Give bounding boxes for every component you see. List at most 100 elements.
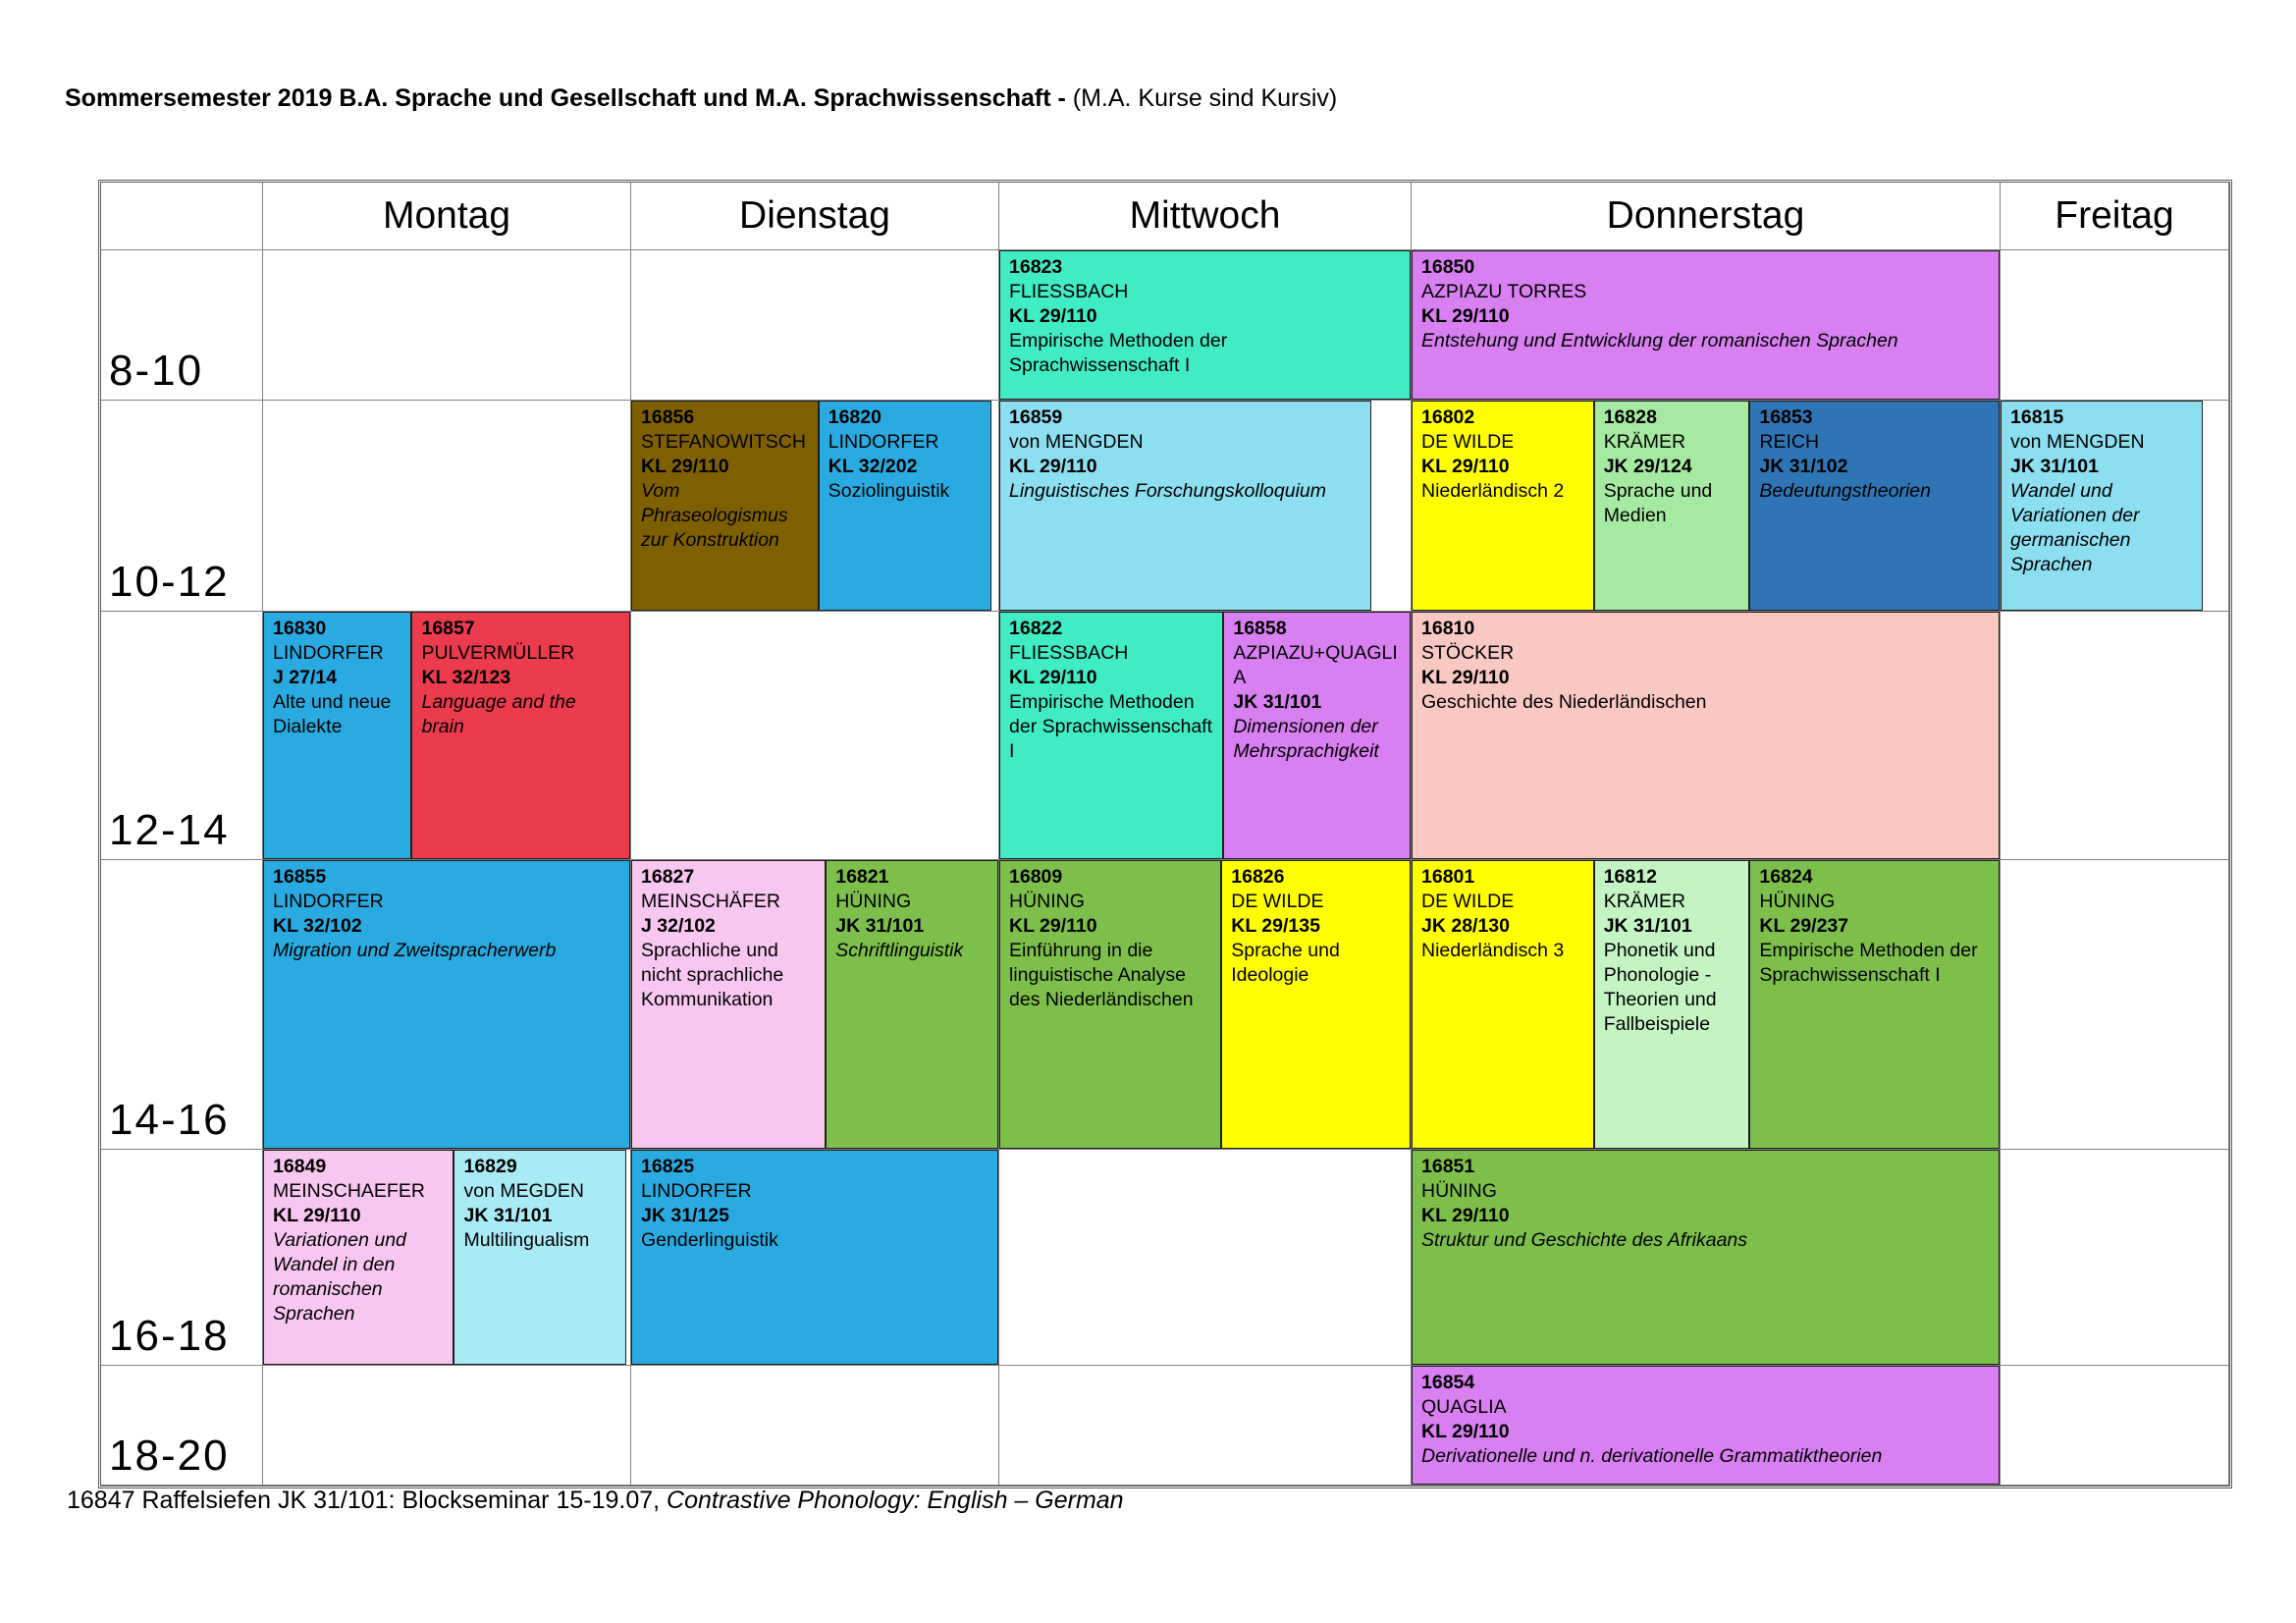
time-slot-12-14: 12-14 bbox=[101, 612, 263, 860]
course-room: KL 29/135 bbox=[1231, 914, 1320, 937]
course-block-16825: 16825 LINDORFER JK 31/125 Genderlinguistik bbox=[631, 1150, 998, 1365]
course-lecturer: KRÄMER bbox=[1603, 890, 1686, 912]
time-slot-10-12: 10-12 bbox=[101, 401, 263, 612]
time-slot-16-18: 16-18 bbox=[101, 1150, 263, 1366]
course-id: 16855 bbox=[273, 866, 327, 888]
course-lecturer: DE WILDE bbox=[1421, 890, 1515, 912]
time-slot-8-10: 8-10 bbox=[101, 250, 263, 401]
course-lecturer: von MEGDEN bbox=[463, 1179, 584, 1202]
course-room: KL 32/202 bbox=[828, 455, 918, 477]
course-id: 16825 bbox=[641, 1156, 695, 1177]
course-title: Vom Phraseologismus zur Konstruktion bbox=[641, 479, 788, 551]
course-block-16826: 16826 DE WILDE KL 29/135 Sprache und Ideolo… bbox=[1221, 860, 1411, 1149]
time-label: 8-10 bbox=[109, 347, 204, 395]
course-title: Dimensionen der Mehrsprachigkeit bbox=[1233, 715, 1379, 762]
cell-14-16-dienstag: 16827 MEINSCHÄFER J 32/102 Sprachliche und … bbox=[631, 860, 999, 1150]
course-title: Phonetik und Phonologie - Theorien und F… bbox=[1603, 939, 1717, 1035]
course-block-16830: 16830 LINDORFER J 27/14 Alte und neue Diale… bbox=[263, 612, 412, 859]
course-block-16810: 16810 STÖCKER KL 29/110 Geschichte des Nied… bbox=[1412, 612, 2000, 859]
cell-10-12-dienstag: 16856 STEFANOWITSCH KL 29/110 Vom Phraseolo… bbox=[631, 401, 999, 612]
course-title: Entstehung und Entwicklung der romanisch… bbox=[1421, 329, 1898, 352]
day-header-montag: Montag bbox=[263, 183, 631, 250]
cell-10-12-mittwoch: 16859 von MENGDEN KL 29/110 Linguistisches … bbox=[999, 401, 1412, 612]
time-label: 10-12 bbox=[109, 558, 230, 606]
cell-10-12-donnerstag: 16802 DE WILDE KL 29/110 Niederländisch 2 16… bbox=[1412, 401, 2001, 612]
course-lecturer: STÖCKER bbox=[1421, 641, 1515, 664]
course-lecturer: von MENGDEN bbox=[1009, 430, 1144, 453]
cell-12-14-montag: 16830 LINDORFER J 27/14 Alte und neue Diale… bbox=[263, 612, 631, 860]
course-block-16802: 16802 DE WILDE KL 29/110 Niederländisch 2 bbox=[1412, 401, 1594, 611]
course-lecturer: LINDORFER bbox=[828, 430, 939, 453]
course-title: Migration und Zweitspracherwerb bbox=[273, 939, 557, 961]
course-room: KL 29/110 bbox=[1009, 304, 1097, 327]
course-id: 16802 bbox=[1421, 406, 1475, 428]
cell-8-10-montag bbox=[263, 250, 631, 401]
course-block-16850: 16850 AZPIAZU TORRES KL 29/110 Entstehung u… bbox=[1412, 250, 2000, 400]
course-id: 16812 bbox=[1603, 866, 1657, 888]
cell-18-20-dienstag bbox=[631, 1366, 999, 1486]
cell-12-14-donnerstag: 16810 STÖCKER KL 29/110 Geschichte des Nied… bbox=[1412, 612, 2001, 860]
course-room: KL 29/110 bbox=[1421, 304, 1510, 327]
course-block-16822: 16822 FLIESSBACH KL 29/110 Empirische Metho… bbox=[999, 612, 1224, 859]
course-block-16855: 16855 LINDORFER KL 32/102 Migration und Zwe… bbox=[263, 860, 630, 1149]
course-lecturer: KRÄMER bbox=[1603, 430, 1686, 453]
course-room: JK 28/130 bbox=[1421, 914, 1510, 937]
day-label: Freitag bbox=[2055, 194, 2174, 237]
course-block-16809: 16809 HÜNING KL 29/110 Einführung in die li… bbox=[999, 860, 1222, 1149]
course-title: Wandel und Variationen der germanischen … bbox=[2010, 479, 2140, 575]
cell-10-12-freitag: 16815 von MENGDEN JK 31/101 Wandel und Vari… bbox=[2001, 401, 2229, 612]
course-room: KL 29/110 bbox=[273, 1204, 361, 1226]
course-room: KL 29/110 bbox=[1421, 455, 1510, 477]
course-lecturer: PULVERMÜLLER bbox=[421, 641, 575, 664]
course-block-16849: 16849 MEINSCHAEFER KL 29/110 Variationen un… bbox=[263, 1150, 454, 1365]
footnote-course-title: Contrastive Phonology: English – German bbox=[667, 1487, 1124, 1514]
course-id: 16810 bbox=[1421, 618, 1475, 639]
cell-12-14-freitag bbox=[2001, 612, 2229, 860]
course-block-16815: 16815 von MENGDEN JK 31/101 Wandel und Vari… bbox=[2001, 401, 2204, 611]
course-lecturer: DE WILDE bbox=[1421, 430, 1515, 453]
course-lecturer: REICH bbox=[1759, 430, 1820, 453]
course-block-16853: 16853 REICH JK 31/102 Bedeutungstheorien bbox=[1749, 401, 2000, 611]
course-title: Bedeutungstheorien bbox=[1759, 479, 1931, 502]
course-id: 16829 bbox=[463, 1156, 517, 1177]
course-id: 16850 bbox=[1421, 256, 1475, 278]
course-room: JK 31/101 bbox=[2010, 455, 2099, 477]
course-block-16812: 16812 KRÄMER JK 31/101 Phonetik und Phonolo… bbox=[1593, 860, 1750, 1149]
course-block-16858: 16858 AZPIAZU+QUAGLIA JK 31/101 Dimensionen… bbox=[1223, 612, 1411, 859]
day-header-donnerstag: Donnerstag bbox=[1412, 183, 2001, 250]
course-title: Variationen und Wandel in den romanische… bbox=[273, 1228, 406, 1325]
time-slot-18-20: 18-20 bbox=[101, 1366, 263, 1486]
course-lecturer: HÜNING bbox=[1421, 1179, 1497, 1202]
course-title: Einführung in die linguistische Analyse … bbox=[1009, 939, 1194, 1010]
course-lecturer: MEINSCHÄFER bbox=[641, 890, 780, 912]
day-label: Montag bbox=[382, 194, 511, 237]
course-room: J 27/14 bbox=[273, 666, 338, 688]
course-room: JK 31/125 bbox=[641, 1204, 729, 1226]
course-id: 16853 bbox=[1759, 406, 1813, 428]
course-block-16820: 16820 LINDORFER KL 32/202 Soziolinguistik bbox=[818, 401, 991, 611]
course-block-16821: 16821 HÜNING JK 31/101 Schriftlinguistik bbox=[826, 860, 998, 1149]
course-title: Schriftlinguistik bbox=[835, 939, 964, 961]
course-lecturer: STEFANOWITSCH bbox=[641, 430, 806, 453]
cell-8-10-mittwoch: 16823 FLIESSBACH KL 29/110 Empirische Metho… bbox=[999, 250, 1412, 401]
course-room: JK 29/124 bbox=[1603, 455, 1692, 477]
course-room: KL 29/110 bbox=[1009, 666, 1097, 688]
course-id: 16859 bbox=[1009, 406, 1063, 428]
course-lecturer: FLIESSBACH bbox=[1009, 280, 1129, 302]
cell-18-20-donnerstag: 16854 QUAGLIA KL 29/110 Derivationelle und … bbox=[1412, 1366, 2001, 1486]
course-lecturer: HÜNING bbox=[835, 890, 912, 912]
course-title: Geschichte des Niederländischen bbox=[1421, 690, 1707, 713]
course-room: KL 29/110 bbox=[1421, 1204, 1510, 1226]
course-block-16829: 16829 von MEGDEN JK 31/101 Multilingualism bbox=[454, 1150, 627, 1365]
footnote: 16847 Raffelsiefen JK 31/101: Blocksemin… bbox=[67, 1487, 1124, 1515]
course-title: Empirische Methoden der Sprachwissenscha… bbox=[1759, 939, 1978, 986]
course-room: KL 32/123 bbox=[421, 666, 511, 688]
course-room: JK 31/101 bbox=[1233, 690, 1322, 713]
course-lecturer: MEINSCHAEFER bbox=[273, 1179, 425, 1202]
course-title: Empirische Methoden der Sprachwissenscha… bbox=[1009, 690, 1213, 762]
course-title: Language and the brain bbox=[421, 690, 576, 737]
course-title: Alte und neue Dialekte bbox=[273, 690, 392, 737]
course-lecturer: von MENGDEN bbox=[2010, 430, 2145, 453]
course-room: KL 29/110 bbox=[1009, 914, 1097, 937]
course-id: 16854 bbox=[1421, 1372, 1475, 1393]
